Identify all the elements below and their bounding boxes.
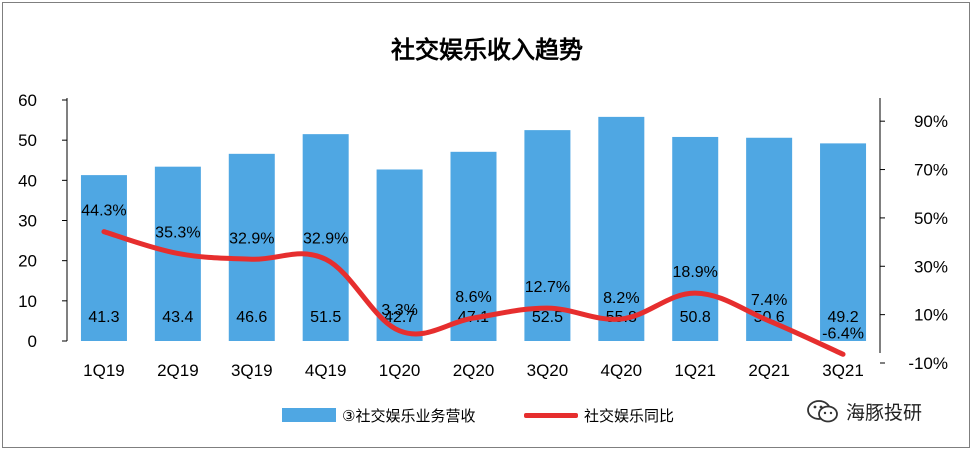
- left-tick-label: 30: [18, 212, 37, 231]
- left-tick-label: 50: [18, 131, 37, 150]
- right-tick-label: 50%: [914, 209, 948, 228]
- x-tick-label: 2Q21: [748, 361, 790, 380]
- yoy-value-label: -6.4%: [822, 325, 864, 342]
- watermark: 海豚投研: [806, 398, 922, 425]
- bar: [450, 151, 497, 341]
- x-tick-label: 3Q20: [527, 361, 569, 380]
- right-tick-label: -10%: [908, 354, 948, 373]
- x-tick-label: 2Q20: [453, 361, 495, 380]
- yoy-value-label: 8.2%: [603, 290, 639, 307]
- bar-value-label: 41.3: [88, 309, 119, 326]
- bar: [376, 169, 423, 341]
- bar-value-label: 42.7: [384, 309, 415, 326]
- yoy-value-label: 44.3%: [81, 203, 126, 220]
- yoy-value-label: 3.3%: [381, 302, 417, 319]
- left-tick-label: 60: [18, 91, 37, 110]
- bar: [672, 136, 719, 341]
- left-tick-label: 40: [18, 171, 37, 190]
- wechat-icon: [807, 399, 838, 422]
- x-tick-label: 4Q20: [601, 361, 643, 380]
- yoy-value-label: 32.9%: [229, 230, 274, 247]
- x-tick-label: 1Q19: [83, 361, 125, 380]
- bar: [228, 153, 275, 341]
- legend-item-yoy: 社交娱乐同比: [524, 400, 674, 430]
- legend-item-revenue: ③社交娱乐业务营收: [282, 400, 475, 430]
- x-tick-label: 1Q20: [379, 361, 421, 380]
- bar: [746, 137, 793, 341]
- bar-value-label: 50.8: [680, 309, 711, 326]
- yoy-value-label: 7.4%: [751, 292, 787, 309]
- left-tick-label: 20: [18, 252, 37, 271]
- bar-value-label: 51.5: [310, 309, 341, 326]
- right-tick-label: 10%: [914, 306, 948, 325]
- legend-swatch-line: [524, 412, 578, 418]
- bar: [80, 175, 127, 341]
- x-tick-label: 2Q19: [157, 361, 199, 380]
- left-tick-label: 10: [18, 292, 37, 311]
- legend-swatch-bar: [282, 408, 336, 422]
- right-tick-label: 30%: [914, 257, 948, 276]
- yoy-value-label: 12.7%: [525, 279, 570, 296]
- bar: [598, 116, 645, 342]
- left-tick-label: 0: [28, 332, 37, 351]
- chart-title: 社交娱乐收入趋势: [391, 36, 583, 64]
- yoy-value-label: 35.3%: [155, 224, 200, 241]
- yoy-value-label: 8.6%: [455, 289, 491, 306]
- yoy-value-label: 18.9%: [673, 264, 718, 281]
- bar: [302, 134, 349, 341]
- right-tick-label: 70%: [914, 161, 948, 180]
- x-tick-label: 3Q19: [231, 361, 273, 380]
- bar: [820, 143, 867, 341]
- x-tick-label: 3Q21: [822, 361, 864, 380]
- x-tick-label: 4Q19: [305, 361, 347, 380]
- yoy-line: [101, 229, 846, 357]
- x-tick-label: 1Q21: [674, 361, 716, 380]
- legend-label-yoy: 社交娱乐同比: [584, 406, 675, 425]
- watermark-text: 海豚投研: [846, 402, 923, 424]
- bar-value-label: 46.6: [236, 309, 267, 326]
- right-tick-label: 90%: [914, 112, 948, 131]
- bar-value-label: 52.5: [532, 309, 563, 326]
- bar-value-label: 49.2: [827, 309, 858, 326]
- legend: ③社交娱乐业务营收 社交娱乐同比: [0, 400, 974, 430]
- yoy-value-label: 32.9%: [303, 230, 348, 247]
- legend-label-revenue: ③社交娱乐业务营收: [342, 406, 476, 425]
- bar-value-label: 43.4: [162, 309, 193, 326]
